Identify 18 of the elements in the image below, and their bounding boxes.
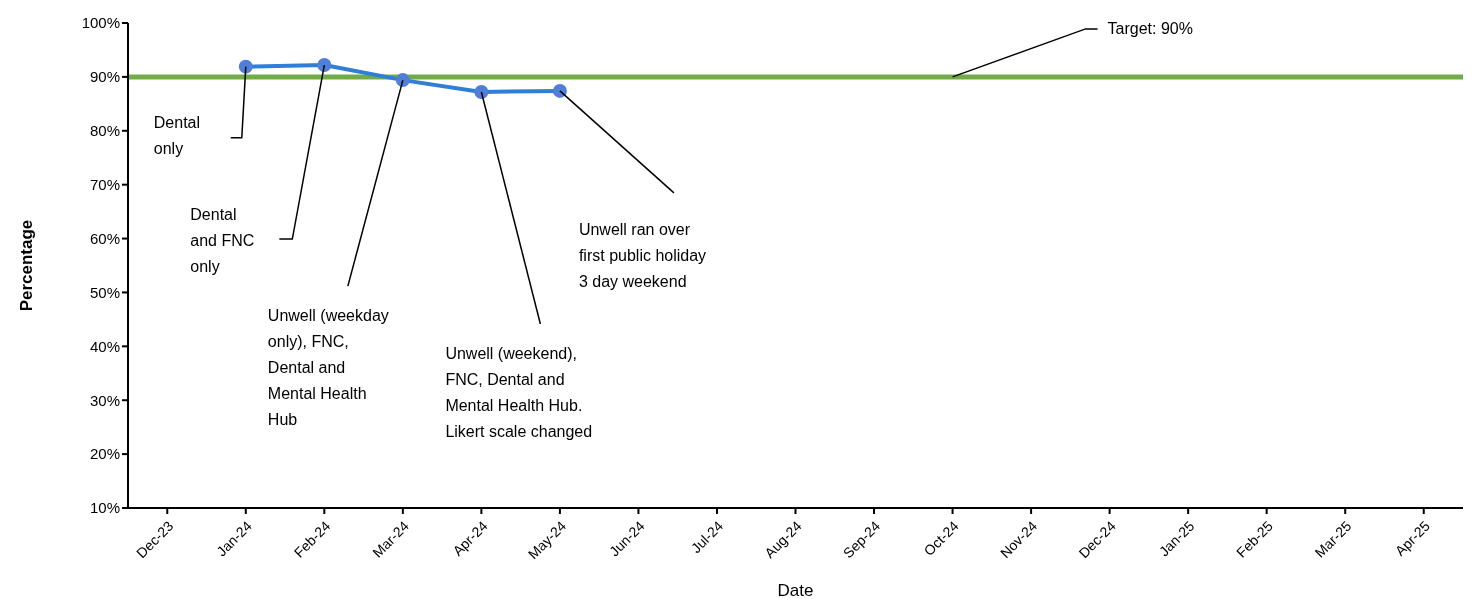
y-tick-label: 10%	[89, 499, 120, 517]
y-tick-label: 100%	[81, 14, 120, 32]
y-tick-label: 30%	[89, 391, 120, 409]
y-tick-label: 50%	[89, 283, 120, 301]
annotation: Dental only	[153, 113, 201, 157]
y-tick-label: 80%	[89, 122, 120, 140]
annotation: Dental and FNC only	[190, 206, 255, 276]
y-tick-label: 20%	[89, 445, 120, 463]
x-axis-title: Date	[777, 581, 814, 599]
y-tick-label: 90%	[89, 68, 120, 86]
y-tick-label: 40%	[89, 337, 120, 355]
annotation: Unwell (weekday only), FNC, Dental and Mental Health Hub	[267, 307, 389, 429]
y-tick-label: 70%	[89, 175, 120, 193]
ref-line-label: Target: 90%	[1107, 19, 1193, 37]
y-tick-label: 60%	[89, 229, 120, 247]
annotation: Unwell ran over first public holiday 3 day weekend	[578, 220, 707, 290]
annotation: Unwell (weekend), FNC, Dental and Mental Health Hub. Likert scale changed	[445, 344, 593, 440]
y-axis-title: Percentage	[17, 219, 37, 312]
